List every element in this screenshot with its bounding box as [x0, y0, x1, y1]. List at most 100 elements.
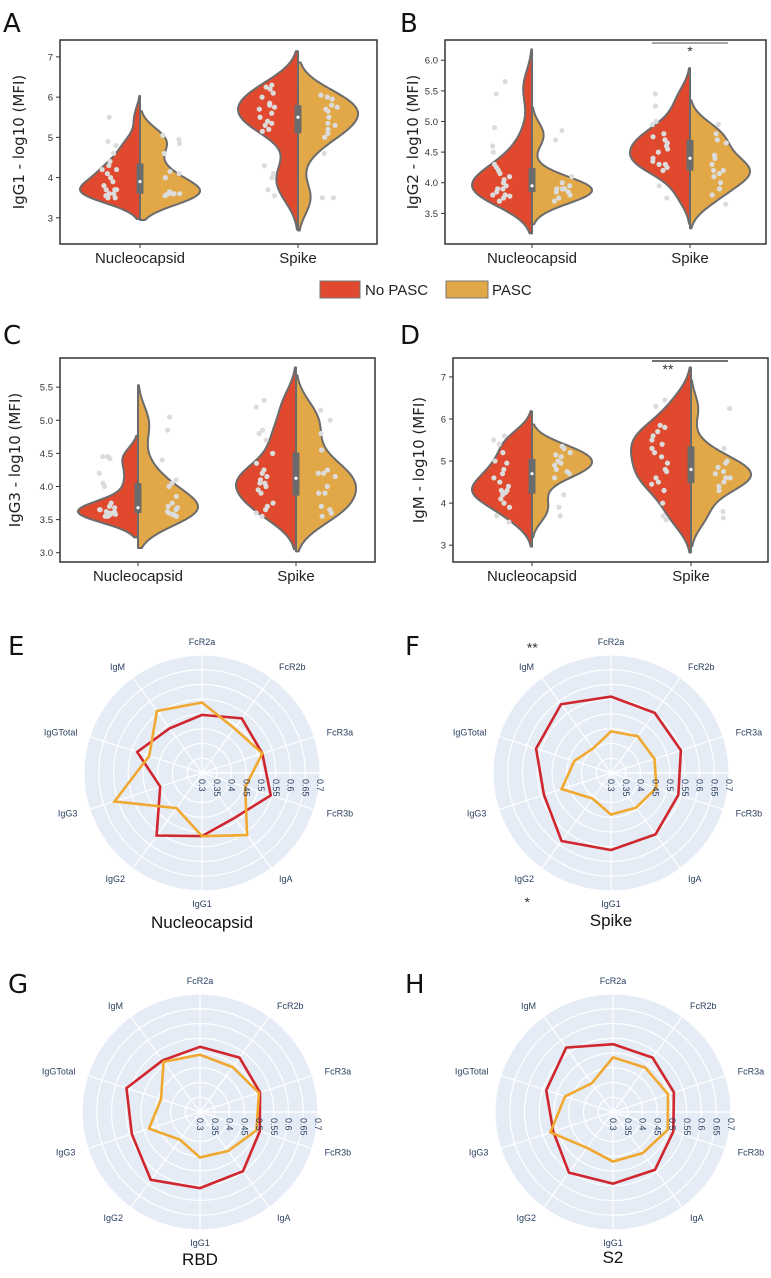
data-point — [319, 447, 325, 453]
y-tick-label: 5.0 — [425, 117, 438, 128]
legend: No PASC PASC — [319, 280, 532, 299]
data-point — [319, 195, 325, 201]
box-iqr — [134, 483, 142, 513]
data-point — [497, 479, 503, 485]
radial-tick-label: 0.35 — [621, 779, 631, 797]
radial-tick-label: 0.55 — [682, 1118, 692, 1136]
data-point — [569, 174, 575, 180]
data-point — [661, 131, 667, 137]
radar-axis-label: IgG3 — [469, 1147, 489, 1157]
x-tick-label: Nucleocapsid — [95, 250, 185, 267]
violin-half-pasc — [689, 99, 751, 230]
data-point — [324, 94, 331, 100]
data-point — [262, 507, 269, 513]
data-point — [650, 134, 656, 140]
data-point — [267, 102, 273, 108]
data-point — [103, 509, 109, 515]
radar-axis-label: IgG2 — [103, 1213, 123, 1223]
radar-panel-G: G FcR2a FcR2b FcR3a FcR3b IgA IgG1 IgG2 IgG3 IgGT… — [8, 970, 351, 1269]
data-point — [101, 183, 107, 189]
violin-half-pasc — [297, 61, 359, 232]
panel-letter: E — [8, 632, 24, 662]
data-point — [655, 149, 661, 155]
box-median — [296, 115, 300, 119]
data-point — [498, 496, 504, 502]
data-point — [253, 460, 260, 466]
data-point — [662, 424, 668, 431]
radar-axis-label: FcR2b — [690, 1001, 717, 1011]
data-point — [173, 477, 179, 483]
radar-axis-label: FcR2a — [187, 976, 214, 986]
radar-axis-label: FcR3a — [325, 1067, 352, 1077]
data-point — [112, 195, 118, 201]
y-axis-label: IgG3 - log10 (MFI) — [6, 393, 24, 527]
data-point — [497, 170, 503, 177]
data-point — [506, 519, 512, 525]
data-point — [270, 170, 277, 177]
significance-label: * — [524, 894, 530, 910]
data-point — [496, 441, 502, 447]
data-point — [159, 457, 165, 463]
radar-axis-label: IgG3 — [58, 808, 78, 818]
radar-axis-label: IgG3 — [467, 808, 487, 818]
plot-frame — [444, 39, 767, 245]
radial-tick-label: 0.6 — [695, 779, 705, 792]
radar-axis-label: FcR2b — [277, 1001, 304, 1011]
data-point — [664, 195, 670, 201]
radar-spoke — [132, 772, 203, 869]
box-iqr — [528, 458, 536, 494]
radial-tick-label: 0.4 — [638, 1118, 648, 1131]
data-point — [720, 468, 727, 475]
plot-frame — [59, 357, 376, 563]
radar-spoke — [610, 677, 681, 774]
radial-tick-label: 0.6 — [286, 779, 296, 792]
box-iqr — [294, 105, 302, 134]
y-tick-label: 6 — [441, 414, 446, 425]
panel-letter: H — [405, 970, 425, 1000]
data-point — [655, 429, 661, 435]
radial-tick-label: 0.3 — [197, 779, 207, 792]
data-point — [506, 174, 513, 180]
radar-spoke — [543, 1016, 614, 1113]
violin-panel-C: C 3.0 3.5 4.0 4.5 5.0 5.5 IgG3 - log10 (MFI) Nuc… — [3, 321, 376, 585]
data-point — [315, 470, 321, 476]
radial-tick-label: 0.65 — [711, 1118, 721, 1136]
data-point — [259, 128, 265, 134]
radar-series-no-pasc — [125, 1045, 262, 1190]
violin-half-no-pasc — [235, 366, 297, 551]
data-point — [166, 483, 172, 490]
data-point — [270, 450, 276, 456]
radar-spoke — [498, 772, 612, 811]
data-point — [99, 166, 105, 173]
radial-tick-label: 0.5 — [665, 779, 675, 792]
data-point — [165, 503, 171, 509]
data-point — [318, 503, 324, 509]
data-point — [662, 397, 668, 403]
radar-axis-label: IgM — [521, 1001, 536, 1011]
data-point — [554, 186, 560, 192]
data-point — [318, 430, 324, 437]
data-point — [720, 167, 726, 174]
data-point — [259, 470, 265, 476]
data-point — [176, 140, 183, 147]
data-point — [325, 120, 331, 126]
radar-axis-label: IgA — [279, 874, 293, 884]
violin-half-no-pasc — [471, 410, 533, 548]
radar-axis-label: IgM — [110, 662, 125, 672]
violin-panel-D: D 3 4 5 6 7 IgM - log10 (MFI) Nucleocapsid Spike… — [400, 321, 769, 585]
data-point — [556, 504, 562, 510]
radar-spoke — [201, 735, 315, 774]
data-point — [651, 450, 658, 456]
data-point — [492, 458, 498, 464]
data-point — [259, 513, 265, 519]
radial-tick-label: 0.3 — [606, 779, 616, 792]
data-point — [500, 492, 506, 498]
data-point — [506, 504, 513, 510]
data-point — [173, 507, 179, 513]
violin-half-no-pasc — [630, 366, 692, 554]
radar-axis-label: FcR2b — [279, 662, 306, 672]
radar-axis-label: IgGTotal — [455, 1067, 489, 1077]
data-point — [257, 114, 263, 120]
data-point — [261, 162, 267, 169]
